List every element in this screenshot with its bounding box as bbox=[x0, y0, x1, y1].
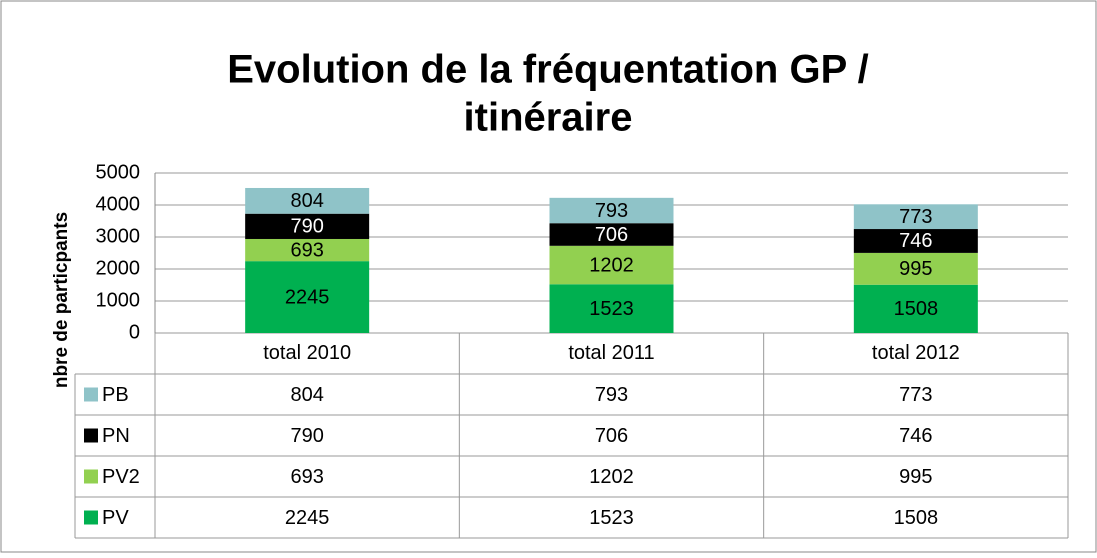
legend-key bbox=[84, 387, 98, 402]
legend-key bbox=[84, 428, 98, 443]
chart-title: Evolution de la fréquentation GP / bbox=[227, 48, 869, 92]
table-value: 804 bbox=[290, 384, 323, 406]
legend-key bbox=[84, 510, 98, 525]
data-label: 693 bbox=[290, 239, 323, 261]
bar-segment bbox=[853, 204, 978, 230]
legend-label: PV bbox=[102, 507, 129, 529]
data-label: 995 bbox=[899, 258, 932, 280]
bar-segment bbox=[245, 187, 370, 214]
y-tick-label: 0 bbox=[129, 321, 140, 343]
data-label: 773 bbox=[899, 206, 932, 228]
bar-segment bbox=[549, 284, 674, 333]
table-value: 790 bbox=[290, 425, 323, 447]
y-axis-label: nbre de particpants bbox=[51, 212, 72, 388]
bar-segment bbox=[549, 197, 674, 224]
table-value: 693 bbox=[290, 466, 323, 488]
y-tick-label: 3000 bbox=[96, 225, 141, 247]
y-tick-label: 4000 bbox=[96, 193, 141, 215]
y-tick-label: 2000 bbox=[96, 257, 141, 279]
data-label: 706 bbox=[595, 224, 628, 246]
bar-segment bbox=[245, 261, 370, 333]
data-label: 2245 bbox=[285, 286, 330, 308]
y-tick-label: 1000 bbox=[96, 289, 141, 311]
data-label: 1508 bbox=[894, 298, 939, 320]
table-value: 2245 bbox=[285, 507, 330, 529]
x-tick-label: total 2011 bbox=[568, 342, 654, 364]
legend-key bbox=[84, 469, 98, 484]
table-value: 1202 bbox=[589, 466, 634, 488]
data-label: 793 bbox=[595, 200, 628, 222]
table-value: 773 bbox=[899, 384, 932, 406]
data-label: 1202 bbox=[589, 254, 634, 276]
bar-segment bbox=[549, 223, 674, 246]
bar-segment bbox=[245, 238, 370, 262]
data-label: 746 bbox=[899, 230, 932, 252]
data-label: 1523 bbox=[589, 298, 634, 320]
y-tick-label: 5000 bbox=[96, 161, 141, 183]
bar-segment bbox=[853, 229, 978, 253]
x-tick-label: total 2010 bbox=[263, 342, 351, 364]
bar-segment bbox=[853, 284, 978, 333]
bar-segment bbox=[245, 213, 370, 239]
chart-title: itinéraire bbox=[464, 96, 633, 140]
table-value: 746 bbox=[899, 425, 932, 447]
legend-label: PV2 bbox=[102, 466, 140, 488]
x-tick-label: total 2012 bbox=[872, 342, 960, 364]
data-label: 790 bbox=[290, 216, 323, 238]
bar-segment bbox=[853, 252, 978, 285]
legend-label: PB bbox=[102, 384, 129, 406]
table-value: 995 bbox=[899, 466, 932, 488]
bar-segment bbox=[549, 245, 674, 285]
data-label: 804 bbox=[290, 190, 323, 212]
table-value: 793 bbox=[595, 384, 628, 406]
table-value: 706 bbox=[595, 425, 628, 447]
legend-label: PN bbox=[102, 425, 130, 447]
table-value: 1523 bbox=[589, 507, 634, 529]
table-value: 1508 bbox=[894, 507, 939, 529]
